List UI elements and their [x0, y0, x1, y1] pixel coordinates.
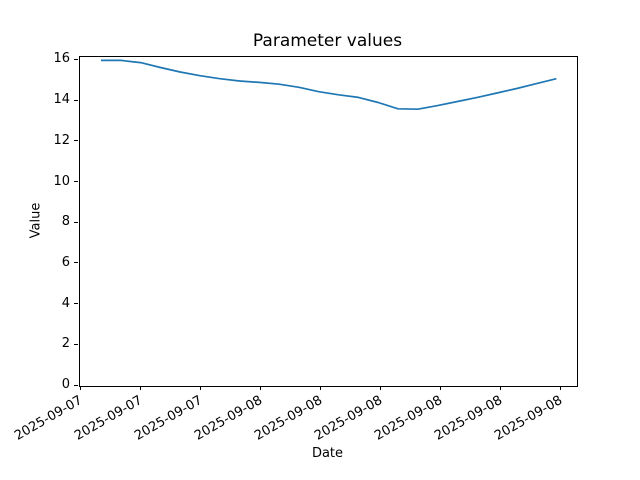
y-tick-mark — [74, 99, 78, 101]
y-tick-label: 4 — [61, 295, 70, 311]
line-series-svg — [101, 59, 557, 111]
x-tick-mark — [379, 386, 381, 390]
y-tick-mark — [74, 343, 78, 345]
x-axis-label: Date — [311, 446, 344, 461]
y-tick-label: 0 — [61, 377, 70, 392]
x-tick-mark — [139, 386, 141, 390]
y-tick-label: 12 — [53, 132, 70, 148]
plot-area — [79, 56, 578, 387]
x-tick-mark — [319, 386, 321, 390]
y-tick-mark — [74, 140, 78, 142]
y-tick-label: 2 — [61, 336, 70, 352]
x-tick-mark — [79, 386, 81, 390]
x-tick-mark — [439, 386, 441, 390]
y-tick-label: 14 — [53, 92, 70, 108]
y-tick-mark — [74, 58, 78, 60]
data-line — [101, 59, 557, 111]
y-tick-label: 10 — [53, 173, 70, 189]
y-tick-mark — [74, 384, 78, 386]
y-tick-mark — [74, 303, 78, 305]
x-tick-mark — [559, 386, 561, 390]
x-tick-mark — [199, 386, 201, 390]
x-tick-label: 2025-09-08 — [492, 393, 566, 444]
y-tick-label: 6 — [61, 254, 70, 270]
y-tick-label: 8 — [61, 214, 70, 230]
x-tick-mark — [259, 386, 261, 390]
y-tick-mark — [74, 262, 78, 264]
chart-title: Parameter values — [252, 31, 403, 51]
y-tick-mark — [74, 221, 78, 223]
x-tick-mark — [499, 386, 501, 390]
y-tick-label: 16 — [53, 51, 70, 67]
y-tick-mark — [74, 181, 78, 182]
